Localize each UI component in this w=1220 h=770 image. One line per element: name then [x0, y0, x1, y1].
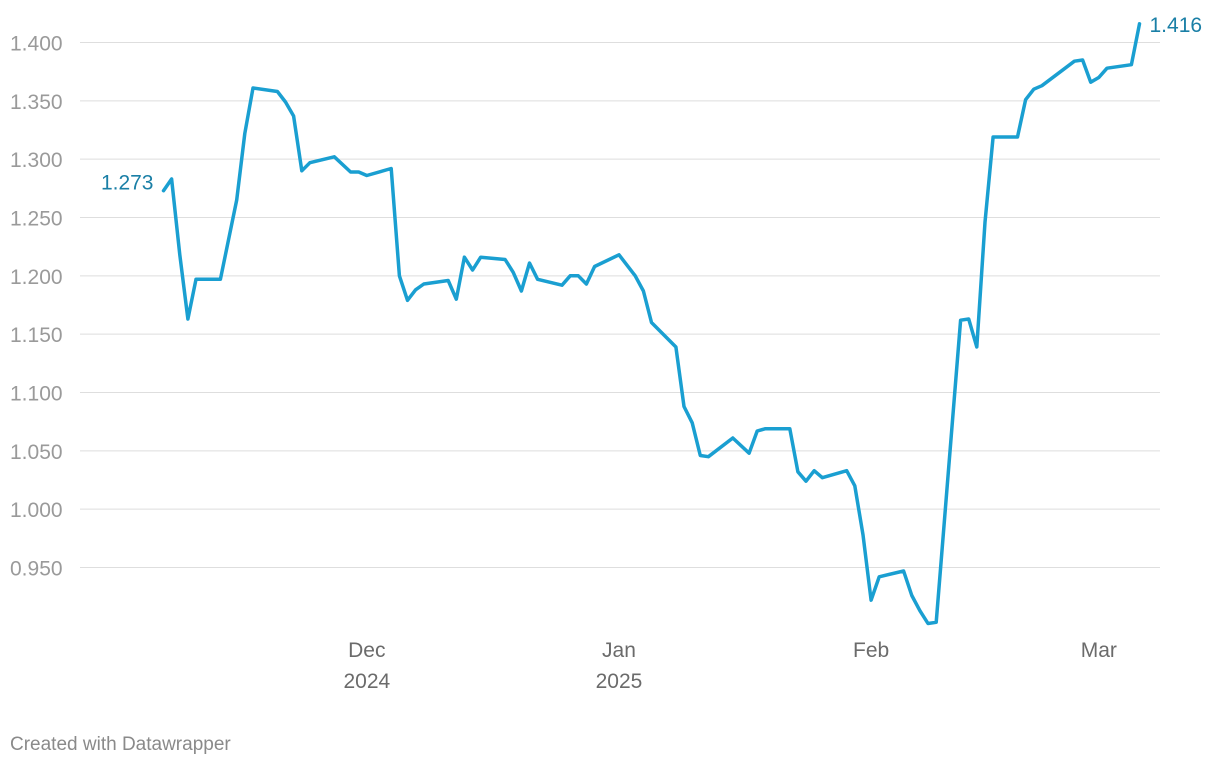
y-tick-label: 1.000 — [10, 499, 63, 522]
y-tick-label: 1.100 — [10, 383, 63, 406]
y-tick-label: 1.050 — [10, 441, 63, 464]
y-tick-label: 1.400 — [10, 33, 63, 56]
x-tick-label: Feb — [853, 639, 889, 662]
start-value-label: 1.273 — [101, 172, 154, 195]
x-tick-label: Mar — [1081, 639, 1117, 662]
value-labels: 1.273 1.416 — [101, 14, 1202, 195]
y-tick-label: 1.150 — [10, 324, 63, 347]
series-layer — [161, 22, 1142, 626]
x-tick-label-year: 2025 — [596, 670, 643, 693]
y-tick-label: 1.250 — [10, 208, 63, 231]
y-tick-label: 1.200 — [10, 266, 63, 289]
y-axis-ticks: 1.400 1.350 1.300 1.250 1.200 1.150 1.100 1.050… — [10, 33, 63, 581]
y-tick-label: 1.350 — [10, 91, 63, 114]
line-chart: 1.400 1.350 1.300 1.250 1.200 1.150 1.100 1.050… — [10, 14, 1202, 693]
x-axis-ticks: Dec 2024 Jan 2025 Feb Mar — [343, 639, 1116, 693]
x-tick-label-year: 2024 — [343, 670, 390, 693]
y-tick-label: 1.300 — [10, 149, 63, 172]
gridlines — [80, 42, 1160, 568]
end-value-label: 1.416 — [1150, 14, 1203, 37]
footer-credit: Created with Datawrapper — [10, 734, 231, 755]
y-tick-label: 0.950 — [10, 558, 63, 581]
x-tick-label: Dec — [348, 639, 385, 662]
x-tick-label: Jan — [602, 639, 636, 662]
series-line — [161, 22, 1142, 626]
